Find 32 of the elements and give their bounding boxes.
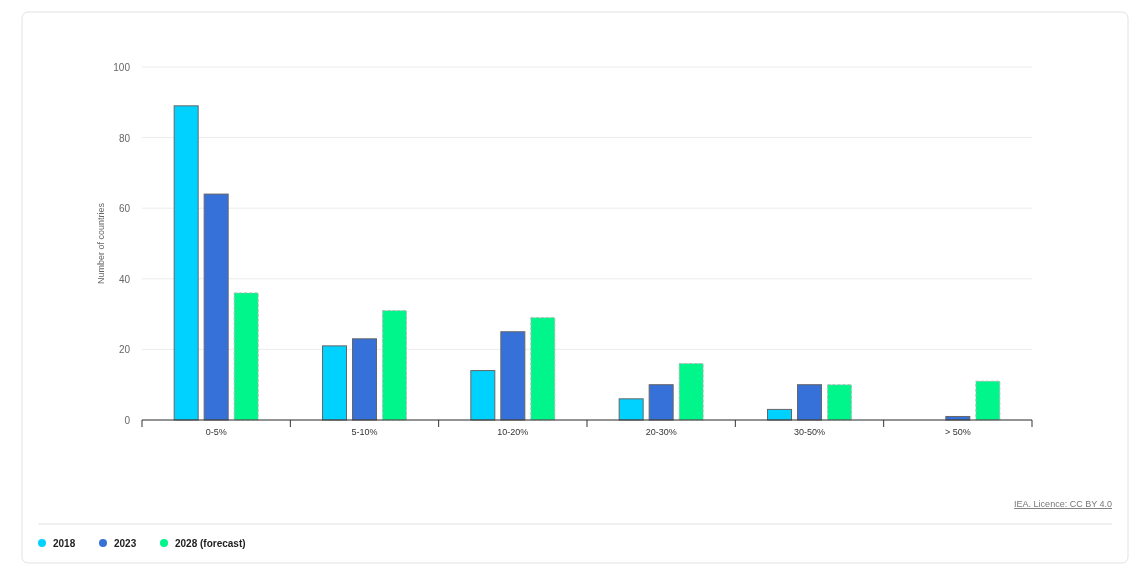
bar bbox=[352, 338, 377, 421]
x-tick-label: 20-30% bbox=[645, 427, 677, 437]
legend-label: 2023 bbox=[114, 538, 137, 549]
text: IEA. Licence: CC BY 4.0 bbox=[1014, 499, 1112, 509]
bar bbox=[173, 105, 199, 421]
bar bbox=[322, 345, 347, 421]
x-tick-label: 0-5% bbox=[205, 427, 227, 437]
bar bbox=[203, 193, 229, 421]
bar bbox=[797, 384, 822, 421]
y-tick-label: 60 bbox=[118, 203, 131, 215]
bar bbox=[233, 292, 259, 421]
y-tick-label: 0 bbox=[124, 415, 131, 426]
y-tick-label: 20 bbox=[118, 344, 131, 356]
bar bbox=[678, 363, 704, 421]
legend-label: 2028 (forecast) bbox=[175, 538, 246, 549]
bar bbox=[382, 310, 407, 421]
bar bbox=[975, 380, 1001, 421]
bar bbox=[618, 398, 644, 421]
y-tick-label: 40 bbox=[118, 273, 131, 285]
bar bbox=[648, 384, 674, 421]
bar bbox=[530, 317, 556, 421]
bar bbox=[827, 384, 852, 421]
y-tick-label: 80 bbox=[118, 132, 131, 144]
x-tick-label: 10-20% bbox=[497, 427, 529, 437]
x-tick-label: 30-50% bbox=[793, 427, 826, 437]
x-tick-label: > 50% bbox=[944, 427, 971, 437]
y-tick-label: 100 bbox=[113, 62, 131, 73]
y-axis-title: Number of countries bbox=[96, 202, 106, 285]
bar bbox=[500, 331, 526, 421]
x-tick-label: 5-10% bbox=[351, 427, 378, 437]
bar bbox=[470, 370, 496, 421]
legend-label: 2018 bbox=[53, 538, 76, 549]
